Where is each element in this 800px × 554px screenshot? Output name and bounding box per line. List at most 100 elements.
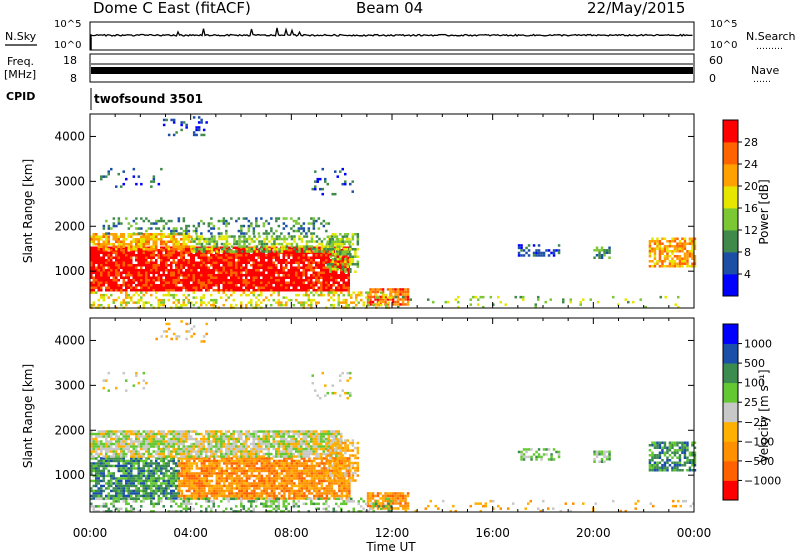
data-cell [97,266,100,269]
data-cell [170,232,173,235]
data-cell [90,256,93,259]
data-cell [255,303,258,307]
data-cell [218,479,221,483]
data-cell [245,469,249,473]
data-cell [270,489,274,493]
data-cell [232,254,235,257]
data-cell [678,250,682,253]
data-cell [183,477,186,480]
data-cell [220,479,224,483]
data-cell [598,251,601,254]
data-cell [195,128,198,132]
data-cell [285,276,288,279]
data-cell [345,274,348,277]
data-cell [200,289,203,292]
data-cell [117,271,120,274]
data-cell [95,447,98,451]
data-cell [145,489,148,493]
data-cell [190,261,193,264]
data-cell [653,255,657,258]
data-cell [265,474,269,478]
data-cell [262,286,265,289]
data-cell [252,286,255,289]
data-cell [105,462,108,465]
data-cell [218,482,221,485]
data-cell [172,271,175,274]
data-cell [305,235,309,238]
data-cell [215,261,218,264]
data-cell [302,271,305,274]
data-cell [145,487,148,490]
data-cell [317,249,320,252]
data-cell [120,487,123,490]
data-cell [200,247,204,251]
data-cell [127,233,130,236]
data-cell [318,477,321,480]
data-cell [217,276,220,279]
data-cell [268,494,271,498]
data-cell [262,232,266,235]
data-cell [185,464,189,468]
data-cell [107,248,110,251]
data-cell [205,266,208,269]
data-cell [253,462,256,465]
data-cell [97,248,100,251]
data-cell [285,274,288,277]
data-cell [178,464,181,468]
data-cell [205,251,208,254]
data-cell [295,467,299,470]
data-cell [160,289,163,292]
data-cell [369,298,372,301]
data-cell [297,301,300,304]
data-cell [152,264,155,267]
data-cell [200,497,204,500]
data-cell [673,265,677,268]
data-cell [233,237,236,241]
data-cell [190,494,194,498]
data-cell [283,477,286,480]
data-cell [302,303,305,307]
data-cell [115,447,118,451]
data-cell [193,457,196,460]
data-cell [238,242,241,246]
data-cell [288,462,291,465]
data-cell [150,233,153,236]
data-cell [107,271,110,274]
data-cell [217,246,220,249]
data-cell [125,251,128,254]
data-cell [125,259,128,262]
data-cell [97,455,100,458]
data-cell [245,289,248,292]
data-cell [260,245,264,248]
data-cell [342,256,345,259]
data-cell [167,269,170,272]
data-cell [253,245,256,248]
data-cell [172,232,176,235]
data-cell [125,447,128,451]
data-cell [212,254,215,257]
data-cell [205,303,208,307]
data-cell [310,467,314,470]
data-cell [107,487,110,490]
data-cell [145,266,148,269]
data-cell [160,264,163,267]
data-cell [335,289,338,292]
data-cell [308,245,311,248]
data-cell [305,232,308,235]
data-cell [295,259,298,262]
data-cell [282,296,285,299]
freq-label-top: Freq. [7,55,34,68]
data-cell [182,266,185,269]
data-cell [145,459,148,463]
data-cell [237,279,240,282]
data-cell [100,459,103,463]
data-cell [100,487,103,490]
data-cell [235,487,239,490]
data-cell [177,266,180,269]
data-cell [457,305,460,309]
data-cell [297,269,300,272]
data-cell [140,240,143,243]
data-cell [115,432,118,436]
data-cell [160,266,163,269]
data-cell [127,296,130,299]
